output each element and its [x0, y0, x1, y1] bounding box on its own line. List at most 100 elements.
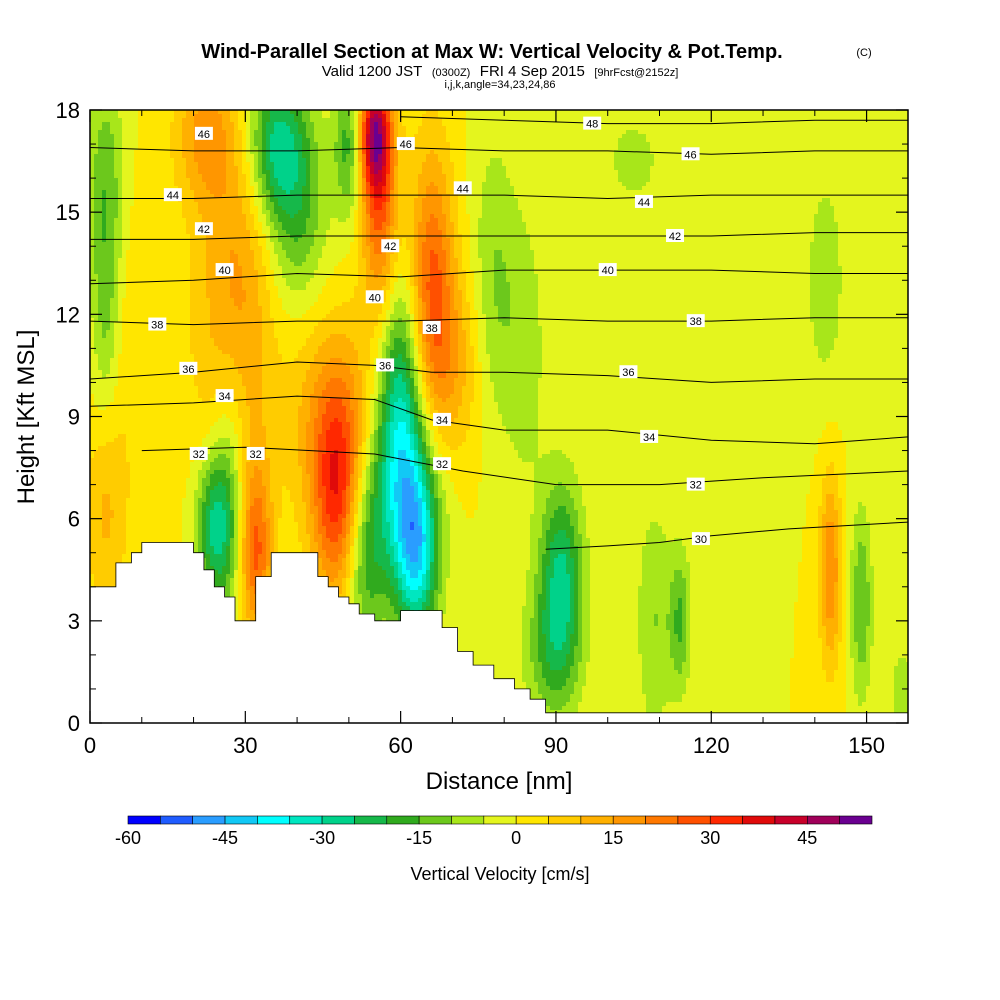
- velocity-cell: [142, 126, 146, 130]
- velocity-cell: [150, 218, 154, 222]
- velocity-cell: [214, 306, 218, 310]
- velocity-cell: [114, 394, 118, 398]
- velocity-cell: [190, 418, 194, 422]
- velocity-cell: [150, 206, 154, 210]
- velocity-cell: [194, 258, 198, 262]
- velocity-cell: [186, 186, 190, 190]
- velocity-cell: [114, 422, 118, 426]
- velocity-cell: [114, 406, 118, 410]
- velocity-cell: [118, 142, 122, 146]
- velocity-cell: [198, 318, 202, 322]
- velocity-cell: [98, 434, 102, 438]
- velocity-cell: [190, 422, 194, 426]
- velocity-cell: [130, 146, 134, 150]
- velocity-cell: [150, 418, 154, 422]
- velocity-cell: [198, 294, 202, 298]
- velocity-cell: [218, 290, 222, 294]
- velocity-cell: [138, 310, 142, 314]
- velocity-cell: [110, 558, 114, 562]
- velocity-cell: [110, 518, 114, 522]
- velocity-cell: [138, 438, 142, 442]
- velocity-cell: [210, 550, 214, 554]
- velocity-cell: [210, 182, 214, 186]
- velocity-cell: [198, 158, 202, 162]
- velocity-cell: [170, 390, 174, 394]
- velocity-cell: [138, 422, 142, 426]
- velocity-cell: [138, 494, 142, 498]
- velocity-cell: [150, 182, 154, 186]
- velocity-cell: [110, 210, 114, 214]
- velocity-cell: [130, 346, 134, 350]
- velocity-cell: [114, 458, 118, 462]
- velocity-cell: [174, 234, 178, 238]
- velocity-cell: [110, 142, 114, 146]
- velocity-cell: [174, 262, 178, 266]
- velocity-cell: [142, 282, 146, 286]
- velocity-cell: [114, 550, 118, 554]
- velocity-cell: [110, 286, 114, 290]
- velocity-cell: [170, 534, 174, 538]
- velocity-cell: [118, 286, 122, 290]
- velocity-cell: [218, 190, 222, 194]
- velocity-cell: [190, 326, 194, 330]
- velocity-cell: [214, 530, 218, 534]
- velocity-cell: [182, 474, 186, 478]
- velocity-cell: [118, 262, 122, 266]
- velocity-cell: [186, 282, 190, 286]
- velocity-cell: [102, 554, 106, 558]
- velocity-cell: [202, 482, 206, 486]
- velocity-cell: [158, 118, 162, 122]
- velocity-cell: [158, 498, 162, 502]
- velocity-cell: [162, 138, 166, 142]
- velocity-cell: [214, 114, 218, 118]
- velocity-cell: [198, 398, 202, 402]
- velocity-cell: [174, 334, 178, 338]
- velocity-cell: [154, 126, 158, 130]
- velocity-cell: [182, 162, 186, 166]
- velocity-cell: [122, 326, 126, 330]
- velocity-cell: [166, 378, 170, 382]
- velocity-cell: [178, 170, 182, 174]
- velocity-cell: [198, 438, 202, 442]
- velocity-cell: [158, 482, 162, 486]
- velocity-cell: [98, 306, 102, 310]
- velocity-cell: [102, 170, 106, 174]
- velocity-cell: [190, 210, 194, 214]
- velocity-cell: [162, 410, 166, 414]
- velocity-cell: [170, 282, 174, 286]
- velocity-cell: [162, 342, 166, 346]
- velocity-cell: [146, 350, 150, 354]
- velocity-cell: [146, 254, 150, 258]
- velocity-cell: [98, 466, 102, 470]
- velocity-cell: [94, 262, 98, 266]
- velocity-cell: [202, 530, 206, 534]
- velocity-cell: [186, 190, 190, 194]
- velocity-cell: [154, 506, 158, 510]
- velocity-cell: [134, 522, 138, 526]
- velocity-cell: [166, 438, 170, 442]
- velocity-cell: [110, 274, 114, 278]
- velocity-cell: [170, 378, 174, 382]
- velocity-cell: [154, 486, 158, 490]
- velocity-cell: [106, 442, 110, 446]
- velocity-cell: [94, 178, 98, 182]
- velocity-cell: [94, 290, 98, 294]
- velocity-cell: [110, 338, 114, 342]
- velocity-cell: [126, 162, 130, 166]
- velocity-cell: [186, 526, 190, 530]
- velocity-cell: [126, 502, 130, 506]
- velocity-cell: [118, 330, 122, 334]
- velocity-cell: [218, 186, 222, 190]
- velocity-cell: [194, 250, 198, 254]
- velocity-cell: [130, 366, 134, 370]
- velocity-cell: [198, 206, 202, 210]
- velocity-cell: [110, 378, 114, 382]
- velocity-cell: [98, 482, 102, 486]
- velocity-cell: [134, 202, 138, 206]
- velocity-cell: [198, 350, 202, 354]
- velocity-cell: [106, 526, 110, 530]
- velocity-cell: [106, 514, 110, 518]
- velocity-cell: [142, 370, 146, 374]
- velocity-cell: [194, 406, 198, 410]
- velocity-cell: [190, 378, 194, 382]
